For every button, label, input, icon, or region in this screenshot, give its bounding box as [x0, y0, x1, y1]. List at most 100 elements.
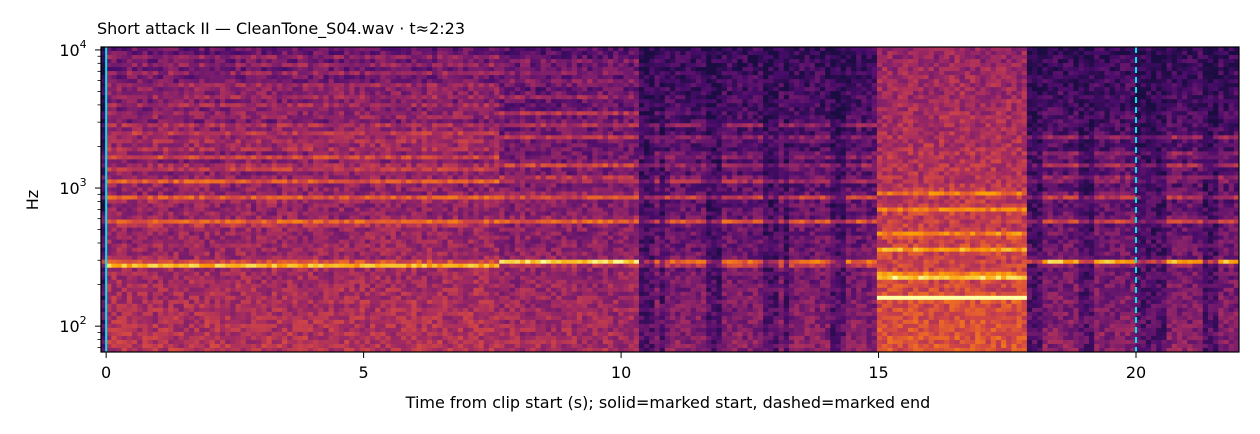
spectrogram-cell [204, 199, 211, 205]
spectrogram-cell [163, 183, 169, 189]
spectrogram-cell [432, 271, 438, 277]
spectrogram-cell [209, 79, 216, 84]
spectrogram-cell [318, 251, 325, 257]
spectrogram-cell [178, 287, 185, 293]
spectrogram-cell [147, 151, 154, 156]
spectrogram-cell [313, 207, 319, 213]
spectrogram-cell [344, 323, 350, 329]
spectrogram-cell [426, 227, 433, 233]
spectrogram-cell [219, 79, 226, 84]
spectrogram-cell [178, 291, 185, 297]
spectrogram-cell [349, 79, 356, 84]
spectrogram-cell [318, 323, 325, 329]
spectrogram-cell [132, 127, 138, 132]
spectrogram-cell [121, 135, 128, 140]
spectrogram-cell [411, 319, 418, 325]
spectrogram-cell [323, 63, 330, 68]
spectrogram-cell [194, 223, 200, 229]
spectrogram-cell [349, 171, 356, 177]
spectrogram-cell [297, 87, 304, 92]
spectrogram-cell [375, 99, 381, 104]
spectrogram-cell [271, 259, 278, 265]
spectrogram-cell [328, 63, 335, 68]
spectrogram-cell [251, 135, 257, 140]
spectrogram-cell [266, 251, 273, 257]
spectrogram-cell [354, 287, 361, 293]
spectrogram-cell [147, 331, 154, 337]
spectrogram-cell [307, 51, 314, 56]
spectrogram-cell [101, 215, 107, 221]
spectrogram-cell [395, 115, 402, 120]
spectrogram-cell [333, 47, 340, 52]
spectrogram-cell [282, 179, 288, 185]
spectrogram-cell [338, 223, 345, 229]
spectrogram-cell [251, 291, 257, 297]
spectrogram-cell [194, 335, 200, 341]
spectrogram-cell [385, 127, 392, 132]
spectrogram-cell [235, 151, 242, 156]
spectrogram-cell [302, 339, 309, 345]
spectrogram-cell [318, 127, 325, 132]
spectrogram-cell [235, 327, 242, 333]
spectrogram-cell [282, 223, 288, 229]
spectrogram-cell [271, 55, 278, 60]
spectrogram-cell [406, 311, 412, 317]
spectrogram-cell [163, 171, 169, 177]
spectrogram-cell [313, 171, 319, 177]
spectrogram-cell [101, 51, 107, 56]
spectrogram-cell [349, 243, 356, 249]
spectrogram-cell [401, 315, 407, 321]
spectrogram-cell [183, 331, 190, 337]
spectrogram-cell [354, 347, 361, 352]
spectrogram-cell [111, 235, 118, 241]
spectrogram-cell [395, 183, 402, 189]
spectrogram-cell [106, 75, 112, 80]
spectrogram-cell [240, 291, 247, 297]
spectrogram-cell [142, 271, 149, 277]
spectrogram-cell [204, 223, 211, 229]
spectrogram-cell [375, 171, 381, 177]
spectrogram-cell [168, 119, 175, 124]
spectrogram-cell [163, 131, 169, 136]
spectrogram-cell [256, 219, 262, 225]
spectrogram-cell [240, 231, 247, 237]
spectrogram-cell [132, 335, 138, 341]
spectrogram-cell [359, 191, 366, 197]
spectrogram-cell [313, 279, 319, 285]
spectrogram-cell [318, 287, 325, 293]
spectrogram-cell [173, 99, 180, 104]
spectrogram-cell [204, 299, 211, 305]
spectrogram-cell [209, 55, 216, 60]
spectrogram-cell [137, 167, 143, 172]
spectrogram-cell [126, 295, 133, 301]
spectrogram-cell [323, 235, 330, 241]
spectrogram-cell [307, 75, 314, 80]
spectrogram-cell [328, 331, 335, 337]
spectrogram-cell [318, 147, 325, 152]
spectrogram-cell [111, 171, 118, 177]
spectrogram-cell [364, 95, 371, 100]
spectrogram-cell [344, 139, 350, 144]
spectrogram-cell [354, 339, 361, 345]
spectrogram-cell [132, 111, 138, 116]
spectrogram-cell [297, 243, 304, 249]
spectrogram-cell [132, 259, 138, 265]
spectrogram-cell [328, 127, 335, 132]
spectrogram-cell [338, 227, 345, 233]
spectrogram-cell [157, 287, 164, 293]
spectrogram-cell [344, 187, 350, 193]
spectrogram-cell [359, 211, 366, 217]
spectrogram-cell [271, 71, 278, 76]
spectrogram-cell [173, 275, 180, 281]
spectrogram-cell [276, 67, 283, 72]
spectrogram-cell [313, 211, 319, 217]
spectrogram-cell [266, 299, 273, 305]
spectrogram-cell [276, 187, 283, 193]
spectrogram-cell [266, 283, 273, 289]
spectrogram-cell [390, 267, 397, 273]
spectrogram-cell [152, 271, 159, 277]
spectrogram-cell [147, 271, 154, 277]
spectrogram-cell [375, 179, 381, 185]
spectrogram-cell [338, 235, 345, 241]
spectrogram-cell [364, 119, 371, 124]
